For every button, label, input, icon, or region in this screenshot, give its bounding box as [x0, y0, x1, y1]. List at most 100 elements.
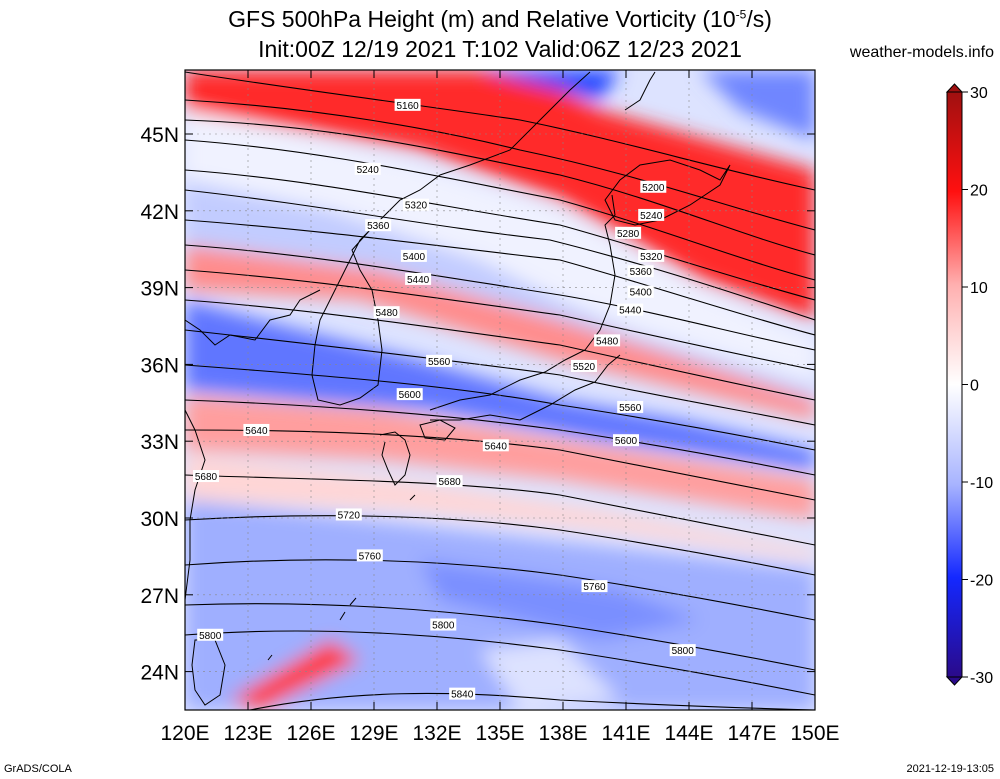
china-coast: [185, 289, 321, 601]
lon-tick-label: 135E: [475, 722, 524, 745]
lat-tick-label: 24N: [140, 662, 179, 685]
colorbar-label: -10: [970, 475, 993, 492]
japan-honshu-south: [430, 354, 621, 421]
sakhalin: [624, 71, 656, 111]
contour-line: [185, 474, 815, 546]
contour-label: 5640: [243, 423, 270, 437]
lon-tick-label: 144E: [664, 722, 713, 745]
coastlines: [185, 71, 731, 706]
ryukyu: [267, 494, 416, 661]
footer-timestamp: 2021-12-19-13:05: [906, 763, 994, 775]
contour-line: [185, 71, 815, 191]
colorbar-bottom-arrow: [945, 676, 964, 686]
lon-tick-label: 129E: [349, 722, 398, 745]
svg-text:5320: 5320: [405, 201, 428, 212]
japan-hokkaido: [604, 159, 731, 226]
contour-line: [185, 244, 815, 351]
colorbar-top-arrow: [945, 83, 964, 93]
svg-text:5400: 5400: [403, 252, 426, 263]
contour-label: 5760: [356, 549, 383, 562]
lon-tick-label: 123E: [223, 722, 272, 745]
contour-line: [185, 189, 815, 321]
contour-line: [185, 399, 815, 476]
contour-label: 5480: [594, 334, 621, 347]
svg-text:5800: 5800: [199, 631, 222, 642]
title-superscript: -5: [735, 7, 747, 22]
svg-text:5520: 5520: [573, 362, 596, 373]
svg-text:5360: 5360: [630, 267, 653, 278]
svg-text:5560: 5560: [428, 357, 451, 368]
svg-text:5640: 5640: [485, 441, 508, 452]
russia-coast: [379, 71, 591, 221]
lat-tick-label: 27N: [140, 585, 179, 608]
colorbar-label: -30: [970, 670, 993, 687]
contour-label: 5520: [571, 359, 597, 373]
contour-line: [185, 219, 815, 336]
chart-title-line1: GFS 500hPa Height (m) and Relative Vorti…: [228, 6, 772, 32]
svg-text:5680: 5680: [195, 472, 218, 483]
contour-label: 5240: [354, 162, 381, 176]
svg-text:5480: 5480: [375, 308, 398, 319]
lat-tick-label: 42N: [140, 201, 179, 224]
contour-line: [185, 99, 815, 231]
svg-text:5760: 5760: [583, 582, 606, 593]
taiwan: [191, 639, 226, 706]
svg-text:5280: 5280: [617, 229, 640, 240]
colorbar-label: 0: [970, 378, 979, 395]
svg-text:5200: 5200: [642, 183, 665, 194]
contour-label: 5560: [617, 400, 644, 414]
contour-label: 5600: [396, 388, 423, 401]
chart-title-line2: Init:00Z 12/19 2021 T:102 Valid:06Z 12/2…: [258, 36, 742, 62]
contour-label: 5160: [394, 98, 421, 112]
svg-text:5240: 5240: [640, 211, 663, 222]
svg-text:5440: 5440: [619, 306, 642, 317]
contour-line: [185, 139, 815, 281]
contour-label: 5400: [400, 249, 427, 263]
svg-text:5680: 5680: [438, 477, 461, 488]
svg-text:5640: 5640: [245, 426, 268, 437]
colorbar-bar: [946, 91, 963, 678]
svg-text:5720: 5720: [338, 510, 361, 521]
contour-label: 5640: [482, 439, 509, 452]
lon-tick-label: 138E: [538, 722, 587, 745]
contour-label: 5360: [365, 219, 392, 232]
lat-tick-label: 33N: [140, 431, 179, 454]
contour-label: 5440: [405, 272, 432, 286]
colorbar-label: 30: [970, 85, 988, 102]
svg-text:5800: 5800: [672, 646, 695, 657]
lon-tick-label: 126E: [286, 722, 335, 745]
contour-label: 5680: [193, 470, 219, 483]
contour-label: 5360: [627, 265, 654, 278]
lon-tick-label: 132E: [412, 722, 461, 745]
contour-line: [249, 692, 815, 710]
japan-shikoku: [419, 419, 456, 441]
contour-label: 5720: [335, 508, 362, 521]
colorbar-label: -20: [970, 573, 993, 590]
lon-tick-label: 141E: [601, 722, 650, 745]
contour-line: [185, 603, 815, 671]
contour-label: 5400: [627, 285, 654, 299]
contour-label: 5200: [640, 180, 667, 194]
svg-text:5400: 5400: [630, 288, 653, 299]
height-contours: [185, 71, 815, 710]
contour-label: 5600: [613, 434, 639, 447]
lon-tick-label: 147E: [727, 722, 776, 745]
svg-text:5560: 5560: [619, 403, 642, 414]
contour-labels: 5160 5240 5200 5240 5320 5360 5280 5400 5320 5440…: [193, 98, 696, 701]
contour-label: 5320: [638, 249, 665, 263]
lon-tick-label: 150E: [790, 722, 839, 745]
colorbar-label: 10: [970, 280, 988, 297]
contour-label: 5800: [430, 618, 457, 632]
colorbar-label: 20: [970, 183, 988, 200]
svg-text:5760: 5760: [359, 551, 382, 562]
contour-line: [185, 169, 815, 301]
svg-text:5480: 5480: [596, 336, 619, 347]
contour-label: 5840: [449, 687, 476, 701]
contour-label: 5800: [669, 644, 696, 657]
contour-label: 5680: [436, 475, 463, 488]
contour-label: 5560: [426, 354, 453, 368]
lat-tick-label: 30N: [140, 508, 179, 531]
svg-text:5800: 5800: [432, 621, 455, 632]
site-watermark: weather-models.info: [849, 44, 994, 61]
